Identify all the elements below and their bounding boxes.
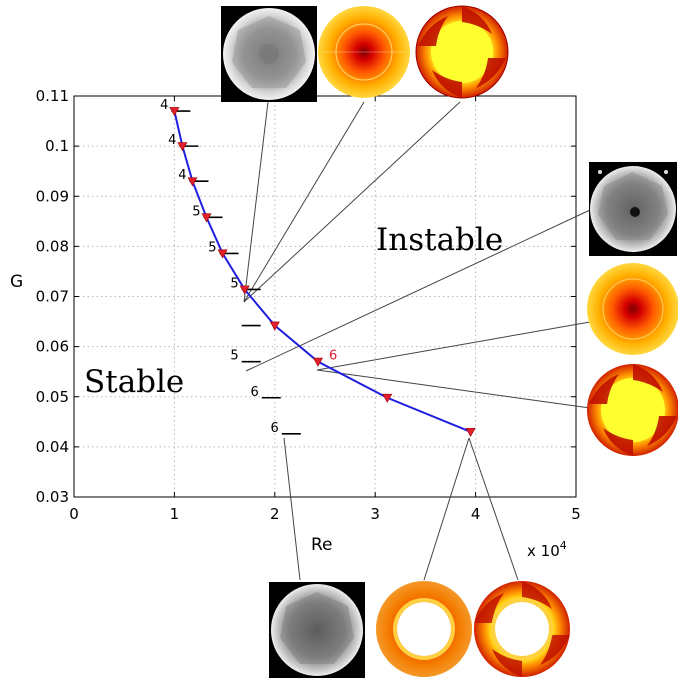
x-tick-label: 3 bbox=[370, 505, 380, 523]
connector bbox=[245, 209, 591, 372]
mode-label: 6 bbox=[271, 421, 279, 436]
connector bbox=[316, 321, 591, 371]
y-tick-label: 0.03 bbox=[36, 488, 69, 506]
data-point-marker bbox=[312, 357, 323, 367]
mode-label: 5 bbox=[230, 349, 238, 364]
mode-label: 4 bbox=[168, 133, 176, 148]
photo-bottom bbox=[269, 582, 365, 678]
image-connectors bbox=[243, 101, 591, 581]
grid bbox=[74, 96, 576, 497]
mode-label: 5 bbox=[230, 276, 238, 291]
y-tick-label: 0.08 bbox=[36, 237, 69, 255]
y-tick-label: 0.07 bbox=[36, 288, 69, 306]
data-point-marker bbox=[169, 107, 180, 117]
mode-label: 4 bbox=[178, 168, 186, 183]
data-point-marker bbox=[239, 285, 250, 295]
x-multiplier-exponent: 4 bbox=[560, 539, 567, 552]
photo-right bbox=[589, 162, 677, 256]
velocity-field-red-bottom bbox=[376, 581, 472, 677]
velocity-field-yellow-right bbox=[587, 364, 678, 456]
connector bbox=[468, 437, 519, 581]
x-tick-label: 5 bbox=[571, 505, 581, 523]
velocity-field-yellow-bottom bbox=[474, 581, 570, 677]
data-point-marker bbox=[382, 393, 393, 403]
mode-label-highlight: 6 bbox=[329, 349, 337, 364]
y-tick-label: 0.1 bbox=[45, 137, 69, 155]
x-tick-label: 0 bbox=[69, 505, 79, 523]
x-multiplier-label: x 104 bbox=[527, 539, 567, 560]
y-tick-label: 0.05 bbox=[36, 388, 69, 406]
axes bbox=[73, 95, 577, 498]
x-tick-label: 1 bbox=[170, 505, 180, 523]
connector bbox=[243, 101, 365, 303]
connector bbox=[243, 101, 461, 303]
photo-top-left bbox=[221, 6, 317, 102]
plot-frame bbox=[73, 95, 577, 498]
y-tick-label: 0.11 bbox=[36, 87, 69, 105]
connector bbox=[283, 437, 301, 581]
connector bbox=[243, 101, 269, 303]
connector bbox=[316, 369, 591, 409]
velocity-field-yellow-top bbox=[415, 5, 509, 99]
mode-label: 6 bbox=[250, 385, 258, 400]
x-axis-label: Re bbox=[311, 535, 333, 555]
y-tick-label: 0.09 bbox=[36, 187, 69, 205]
y-tick-labels: 0.03 0.04 0.05 0.06 0.07 0.08 0.09 0.1 0.11 bbox=[36, 87, 69, 506]
connector bbox=[423, 437, 470, 581]
velocity-field-red-right bbox=[587, 263, 678, 355]
region-label-stable: Stable bbox=[84, 364, 184, 400]
series-line bbox=[173, 110, 471, 433]
data-point-marker bbox=[187, 177, 198, 187]
mode-label: 5 bbox=[192, 204, 200, 219]
y-tick-label: 0.04 bbox=[36, 438, 69, 456]
x-tick-label: 4 bbox=[471, 505, 481, 523]
x-multiplier-base: x 10 bbox=[527, 542, 560, 560]
y-tick-label: 0.06 bbox=[36, 338, 69, 356]
data-point-marker bbox=[201, 213, 212, 223]
mode-label: 5 bbox=[208, 240, 216, 255]
data-point-marker bbox=[269, 321, 280, 331]
data-point-marker bbox=[465, 427, 476, 437]
region-label-unstable: Instable bbox=[376, 222, 503, 258]
data-point-marker bbox=[177, 142, 188, 152]
data-point-marker bbox=[217, 249, 228, 259]
x-tick-labels: 0 1 2 3 4 5 bbox=[69, 505, 581, 523]
velocity-field-red-top bbox=[318, 6, 410, 98]
stability-curve bbox=[169, 107, 476, 437]
y-axis-label: G bbox=[10, 272, 23, 292]
x-tick-label: 2 bbox=[270, 505, 280, 523]
mode-label: 4 bbox=[160, 98, 168, 113]
